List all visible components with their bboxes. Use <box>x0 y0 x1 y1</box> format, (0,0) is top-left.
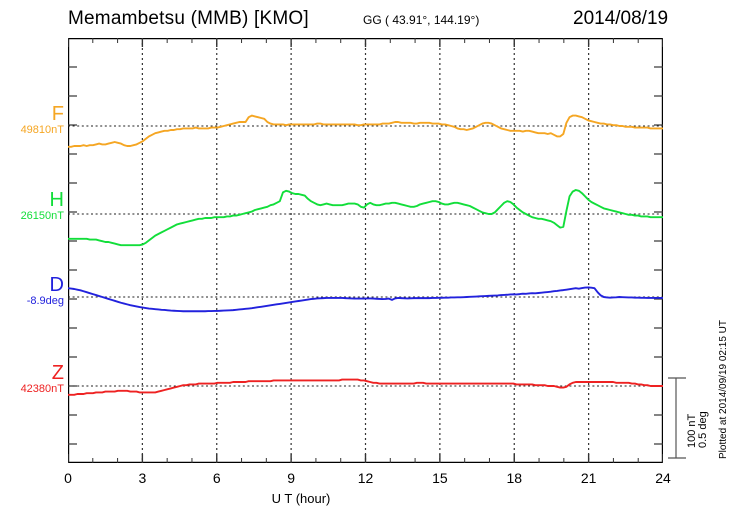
plot-area <box>68 38 663 463</box>
x-tick-12: 12 <box>357 470 374 486</box>
component-letter-f: F <box>51 103 64 125</box>
component-letter-d: D <box>49 274 64 296</box>
x-axis-title: U T (hour) <box>0 491 730 506</box>
plotted-timestamp: Plotted at 2014/09/19 02:15 UT <box>718 320 729 459</box>
component-label-z: Z 42380nT <box>2 363 64 396</box>
x-tick-15: 15 <box>432 470 448 486</box>
observation-date: 2014/08/19 <box>573 8 669 29</box>
x-tick-3: 3 <box>138 470 147 486</box>
component-baseline-d: -8.9deg <box>26 295 64 307</box>
x-tick-21: 21 <box>580 470 597 486</box>
scale-bar <box>668 377 686 459</box>
page-title: Memambetsu (MMB) [KMO] <box>68 8 309 29</box>
x-tick-6: 6 <box>212 470 221 486</box>
component-letter-h: H <box>49 189 64 211</box>
component-baseline-z: 42380nT <box>20 383 64 395</box>
x-tick-18: 18 <box>506 470 523 486</box>
component-baseline-f: 49810nT <box>20 124 64 136</box>
component-label-d: D -8.9deg <box>2 275 64 308</box>
x-tick-9: 9 <box>287 470 296 486</box>
magnetogram-traces <box>68 114 663 396</box>
x-axis-title-text: U T (hour) <box>271 491 331 506</box>
scale-label-deg: 0.5 deg <box>697 411 709 448</box>
geographic-coordinates: GG ( 43.91°, 144.19°) <box>363 13 480 27</box>
x-tick-24: 24 <box>655 470 671 486</box>
component-label-h: H 26150nT <box>2 190 64 223</box>
component-letter-z: Z <box>51 362 64 384</box>
plot-grid <box>68 38 663 463</box>
x-tick-0: 0 <box>64 470 72 486</box>
component-baseline-h: 26150nT <box>20 210 64 222</box>
component-label-f: F 49810nT <box>2 104 64 137</box>
